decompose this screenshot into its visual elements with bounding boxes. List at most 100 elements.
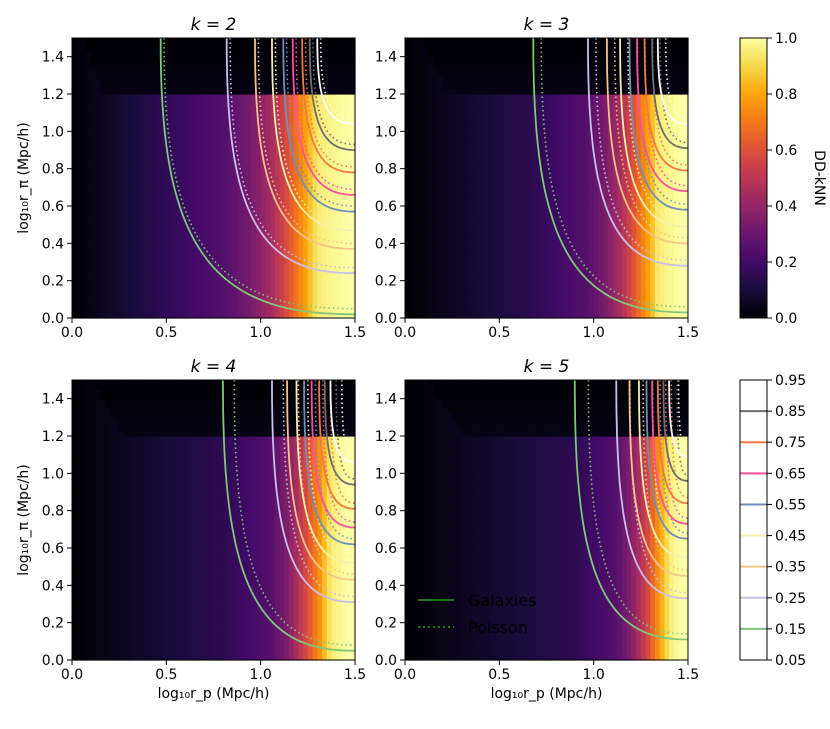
heatmap-cell (138, 192, 143, 197)
heatmap-cell (91, 122, 96, 127)
heatmap-cell (147, 57, 152, 62)
heatmap-cell (490, 52, 495, 57)
heatmap-cell (429, 117, 434, 122)
heatmap-cell (199, 127, 204, 132)
heatmap-cell (185, 136, 190, 141)
heatmap-cell (81, 71, 86, 76)
heatmap-cell (91, 192, 96, 197)
heatmap-cell (457, 71, 462, 76)
heatmap-cell (476, 127, 481, 132)
heatmap-cell (162, 225, 167, 230)
heatmap-cell (105, 229, 110, 234)
heatmap-cell (419, 309, 424, 314)
heatmap-cell (185, 243, 190, 248)
heatmap-cell (485, 201, 490, 206)
heatmap-cell (190, 248, 195, 253)
heatmap-cell (166, 89, 171, 94)
heatmap-cell (232, 253, 237, 258)
heatmap-cell (195, 309, 200, 314)
heatmap-cell (452, 80, 457, 85)
heatmap-cell (280, 141, 285, 146)
heatmap-cell (110, 131, 115, 136)
heatmap-cell (452, 71, 457, 76)
heatmap-cell (265, 257, 270, 262)
heatmap-cell (433, 295, 438, 300)
heatmap-cell (86, 243, 91, 248)
heatmap-cell (129, 276, 134, 281)
heatmap-cell (327, 239, 332, 244)
heatmap-cell (157, 159, 162, 164)
heatmap-cell (490, 169, 495, 174)
heatmap-cell (256, 173, 261, 178)
heatmap-cell (261, 271, 266, 276)
heatmap-cell (471, 169, 476, 174)
heatmap-cell (195, 281, 200, 286)
heatmap-cell (471, 155, 476, 160)
heatmap-cell (265, 94, 270, 99)
heatmap-cell (110, 248, 115, 253)
heatmap-cell (214, 295, 219, 300)
heatmap-cell (275, 183, 280, 188)
heatmap-cell (265, 75, 270, 80)
heatmap-cell (336, 295, 341, 300)
heatmap-cell (346, 85, 351, 90)
heatmap-cell (86, 71, 91, 76)
heatmap-cell (303, 299, 308, 304)
heatmap-cell (499, 220, 504, 225)
heatmap-cell (447, 155, 452, 160)
heatmap-cell (114, 225, 119, 230)
heatmap-cell (405, 113, 410, 118)
heatmap-cell (86, 290, 91, 295)
heatmap-cell (138, 43, 143, 48)
heatmap-cell (100, 295, 105, 300)
heatmap-cell (452, 295, 457, 300)
heatmap-cell (438, 136, 443, 141)
heatmap-cell (133, 211, 138, 216)
heatmap-cell (204, 127, 209, 132)
heatmap-cell (86, 127, 91, 132)
heatmap-cell (476, 178, 481, 183)
heatmap-cell (443, 206, 448, 211)
heatmap-cell (190, 285, 195, 290)
heatmap-cell (480, 299, 485, 304)
heatmap-cell (105, 85, 110, 90)
heatmap-cell (129, 141, 134, 146)
heatmap-cell (452, 61, 457, 66)
heatmap-cell (91, 38, 96, 43)
heatmap-cell (457, 229, 462, 234)
heatmap-cell (185, 285, 190, 290)
heatmap-cell (327, 192, 332, 197)
heatmap-cell (176, 234, 181, 239)
heatmap-cell (495, 164, 500, 169)
heatmap-cell (429, 290, 434, 295)
heatmap-cell (438, 243, 443, 248)
heatmap-cell (247, 150, 252, 155)
heatmap-cell (405, 271, 410, 276)
heatmap-cell (204, 183, 209, 188)
heatmap-cell (237, 229, 242, 234)
heatmap-cell (204, 85, 209, 90)
heatmap-cell (152, 295, 157, 300)
heatmap-cell (77, 43, 82, 48)
heatmap-cell (265, 71, 270, 76)
heatmap-cell (471, 99, 476, 104)
heatmap-cell (147, 304, 152, 309)
heatmap-cell (204, 225, 209, 230)
heatmap-cell (331, 75, 336, 80)
heatmap-cell (176, 248, 181, 253)
heatmap-cell (91, 262, 96, 267)
heatmap-cell (119, 178, 124, 183)
heatmap-cell (86, 309, 91, 314)
heatmap-cell (152, 229, 157, 234)
heatmap-cell (124, 285, 129, 290)
heatmap-cell (247, 178, 252, 183)
heatmap-cell (100, 215, 105, 220)
heatmap-cell (410, 150, 415, 155)
heatmap-cell (171, 43, 176, 48)
heatmap-cell (110, 103, 115, 108)
heatmap-cell (214, 253, 219, 258)
heatmap-cell (280, 122, 285, 127)
heatmap-cell (452, 192, 457, 197)
heatmap-cell (77, 309, 82, 314)
